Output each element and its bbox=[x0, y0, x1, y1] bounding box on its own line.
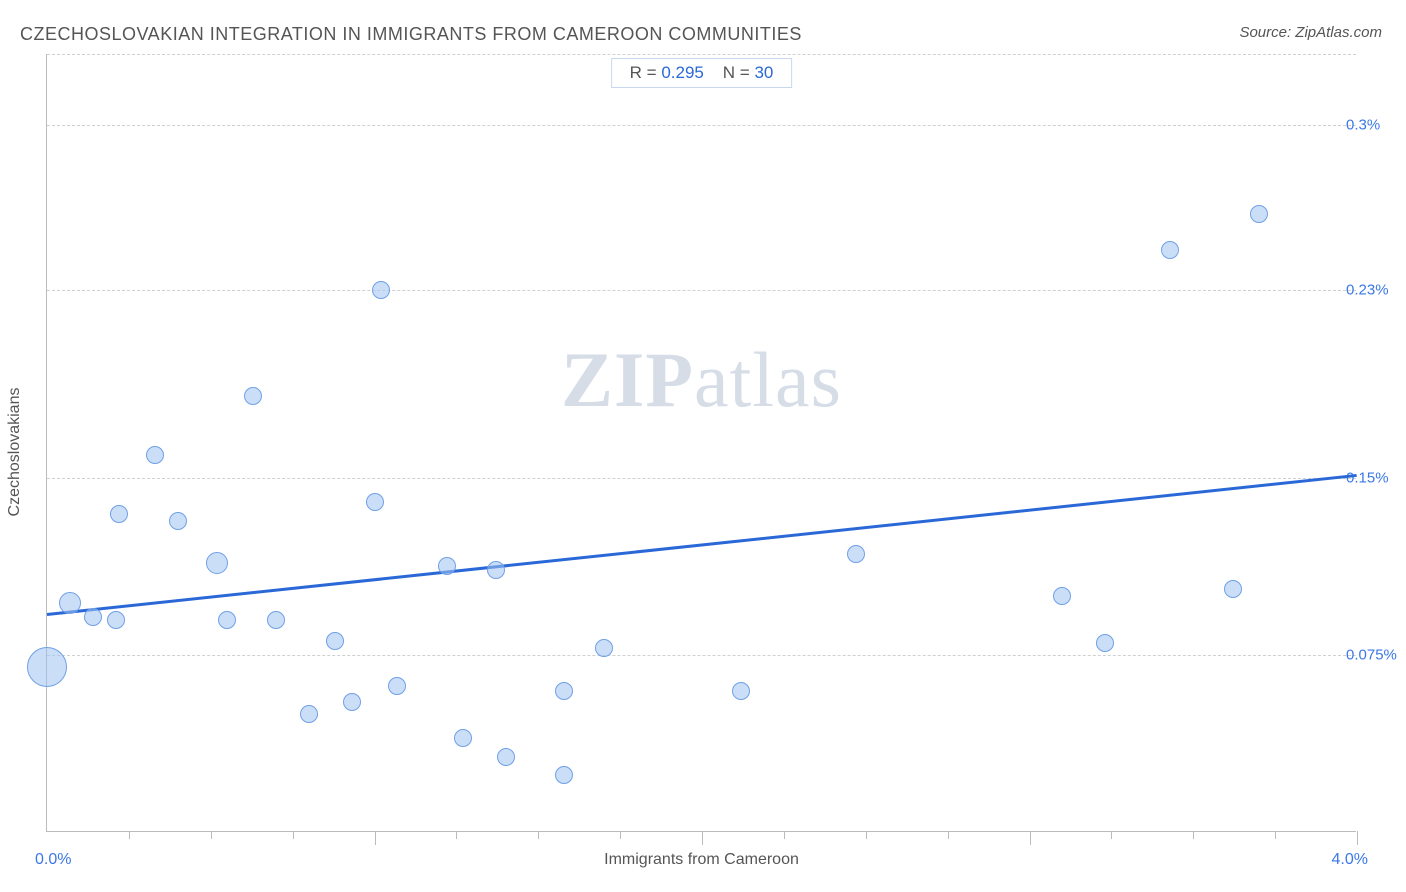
watermark-light: atlas bbox=[694, 336, 842, 423]
data-point bbox=[59, 592, 81, 614]
x-minor-tick bbox=[129, 831, 130, 839]
data-point bbox=[366, 493, 384, 511]
data-point bbox=[555, 766, 573, 784]
x-major-tick bbox=[1030, 831, 1031, 845]
y-axis-label: Czechoslovakians bbox=[6, 387, 24, 516]
x-minor-tick bbox=[538, 831, 539, 839]
n-value: 30 bbox=[754, 63, 773, 82]
data-point bbox=[388, 677, 406, 695]
trend-line bbox=[47, 474, 1357, 616]
x-minor-tick bbox=[456, 831, 457, 839]
x-major-tick bbox=[1357, 831, 1358, 845]
data-point bbox=[300, 705, 318, 723]
data-point bbox=[438, 557, 456, 575]
gridline bbox=[47, 655, 1356, 656]
x-minor-tick bbox=[293, 831, 294, 839]
data-point bbox=[372, 281, 390, 299]
stats-box: R = 0.295 N = 30 bbox=[611, 58, 793, 88]
x-major-tick bbox=[375, 831, 376, 845]
source-attribution: Source: ZipAtlas.com bbox=[1239, 24, 1382, 41]
data-point bbox=[146, 446, 164, 464]
gridline bbox=[47, 54, 1356, 55]
x-min-label: 0.0% bbox=[35, 851, 71, 869]
data-point bbox=[84, 608, 102, 626]
y-tick-label: 0.15% bbox=[1346, 470, 1406, 487]
x-minor-tick bbox=[620, 831, 621, 839]
data-point bbox=[267, 611, 285, 629]
data-point bbox=[1250, 205, 1268, 223]
data-point bbox=[244, 387, 262, 405]
x-max-label: 4.0% bbox=[1332, 851, 1368, 869]
x-major-tick bbox=[702, 831, 703, 845]
data-point bbox=[1053, 587, 1071, 605]
data-point bbox=[218, 611, 236, 629]
data-point bbox=[110, 505, 128, 523]
y-tick-label: 0.23% bbox=[1346, 281, 1406, 298]
data-point bbox=[555, 682, 573, 700]
x-minor-tick bbox=[1111, 831, 1112, 839]
data-point bbox=[107, 611, 125, 629]
data-point bbox=[326, 632, 344, 650]
x-minor-tick bbox=[211, 831, 212, 839]
data-point bbox=[732, 682, 750, 700]
x-minor-tick bbox=[1193, 831, 1194, 839]
data-point bbox=[1224, 580, 1242, 598]
data-point bbox=[206, 552, 228, 574]
data-point bbox=[343, 693, 361, 711]
gridline bbox=[47, 290, 1356, 291]
data-point bbox=[454, 729, 472, 747]
data-point bbox=[27, 647, 67, 687]
x-axis-label: Immigrants from Cameroon bbox=[604, 851, 799, 869]
n-label: N = bbox=[723, 63, 750, 82]
x-minor-tick bbox=[1275, 831, 1276, 839]
gridline bbox=[47, 478, 1356, 479]
data-point bbox=[1161, 241, 1179, 259]
y-tick-label: 0.075% bbox=[1346, 647, 1406, 664]
x-minor-tick bbox=[948, 831, 949, 839]
data-point bbox=[487, 561, 505, 579]
data-point bbox=[1096, 634, 1114, 652]
x-minor-tick bbox=[866, 831, 867, 839]
y-tick-label: 0.3% bbox=[1346, 116, 1406, 133]
r-value: 0.295 bbox=[661, 63, 704, 82]
watermark-bold: ZIP bbox=[561, 336, 694, 423]
data-point bbox=[169, 512, 187, 530]
watermark: ZIPatlas bbox=[561, 335, 842, 425]
gridline bbox=[47, 125, 1356, 126]
chart-title: CZECHOSLOVAKIAN INTEGRATION IN IMMIGRANT… bbox=[20, 24, 802, 45]
r-label: R = bbox=[630, 63, 657, 82]
plot-area: ZIPatlas R = 0.295 N = 30 Czechoslovakia… bbox=[46, 54, 1356, 832]
x-minor-tick bbox=[784, 831, 785, 839]
data-point bbox=[595, 639, 613, 657]
data-point bbox=[497, 748, 515, 766]
data-point bbox=[847, 545, 865, 563]
